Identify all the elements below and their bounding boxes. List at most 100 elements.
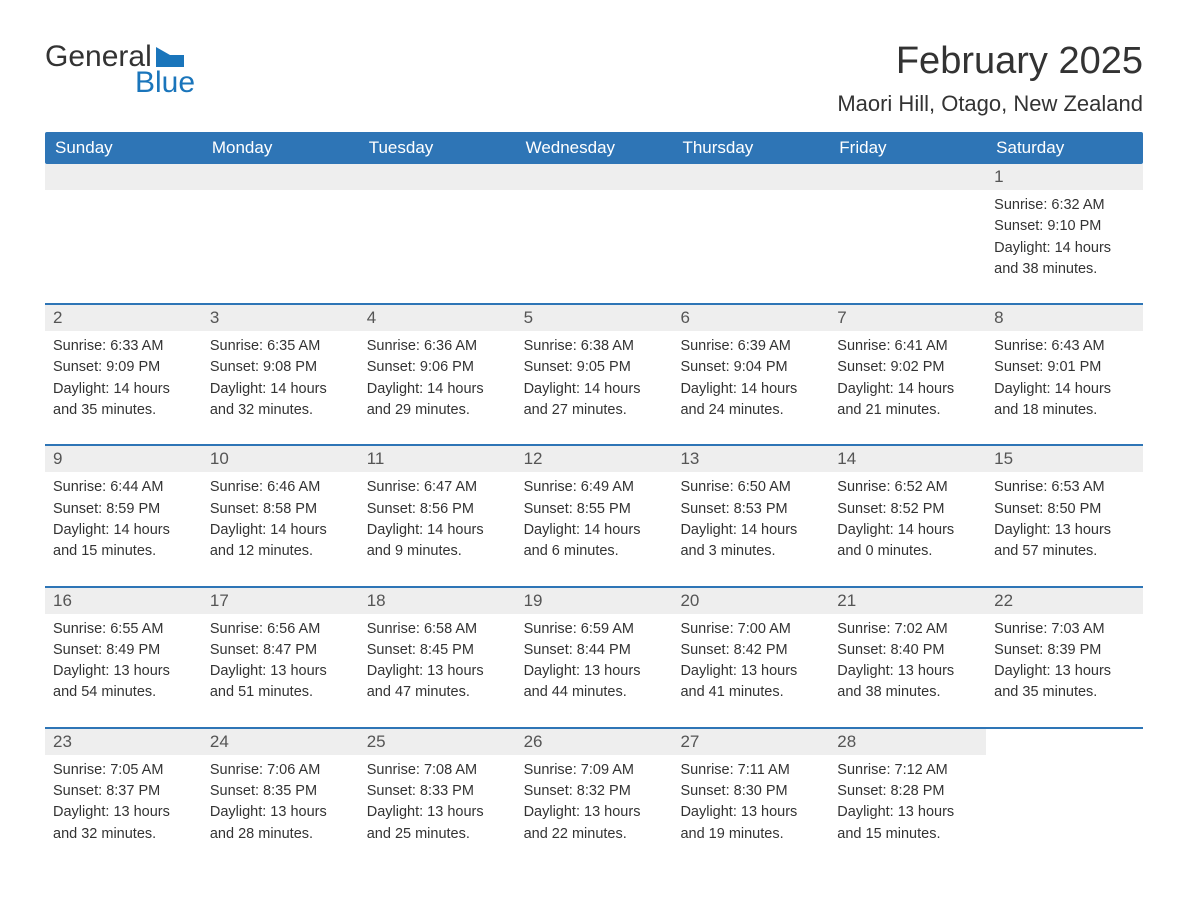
daylight-text-2: and 6 minutes. <box>524 541 665 561</box>
sunrise-text: Sunrise: 6:47 AM <box>367 477 508 497</box>
day-cell <box>829 164 986 285</box>
day-header-tuesday: Tuesday <box>359 132 516 164</box>
sunrise-text: Sunrise: 6:59 AM <box>524 619 665 639</box>
sunset-text: Sunset: 9:06 PM <box>367 357 508 377</box>
sunrise-text: Sunrise: 6:41 AM <box>837 336 978 356</box>
sunrise-text: Sunrise: 7:08 AM <box>367 760 508 780</box>
daylight-text-2: and 57 minutes. <box>994 541 1135 561</box>
daylight-text-1: Daylight: 13 hours <box>837 802 978 822</box>
daylight-text-1: Daylight: 14 hours <box>53 520 194 540</box>
day-cell: 7Sunrise: 6:41 AMSunset: 9:02 PMDaylight… <box>829 305 986 426</box>
daylight-text-2: and 44 minutes. <box>524 682 665 702</box>
sunrise-text: Sunrise: 6:46 AM <box>210 477 351 497</box>
daylight-text-1: Daylight: 13 hours <box>994 520 1135 540</box>
day-cell: 9Sunrise: 6:44 AMSunset: 8:59 PMDaylight… <box>45 446 202 567</box>
day-number: 1 <box>986 164 1143 190</box>
day-number: 25 <box>359 729 516 755</box>
daylight-text-1: Daylight: 14 hours <box>524 520 665 540</box>
sunrise-text: Sunrise: 6:43 AM <box>994 336 1135 356</box>
day-number: 20 <box>672 588 829 614</box>
day-content: Sunrise: 6:44 AMSunset: 8:59 PMDaylight:… <box>45 472 202 567</box>
month-title: February 2025 <box>837 40 1143 83</box>
daylight-text-1: Daylight: 13 hours <box>210 802 351 822</box>
logo: General Blue <box>45 40 195 100</box>
daylight-text-2: and 19 minutes. <box>680 824 821 844</box>
day-cell: 3Sunrise: 6:35 AMSunset: 9:08 PMDaylight… <box>202 305 359 426</box>
sunrise-text: Sunrise: 6:38 AM <box>524 336 665 356</box>
sunrise-text: Sunrise: 6:49 AM <box>524 477 665 497</box>
day-content: Sunrise: 6:36 AMSunset: 9:06 PMDaylight:… <box>359 331 516 426</box>
day-cell: 5Sunrise: 6:38 AMSunset: 9:05 PMDaylight… <box>516 305 673 426</box>
day-content: Sunrise: 7:00 AMSunset: 8:42 PMDaylight:… <box>672 614 829 709</box>
day-number: 23 <box>45 729 202 755</box>
day-number: 19 <box>516 588 673 614</box>
daylight-text-1: Daylight: 13 hours <box>367 802 508 822</box>
day-cell <box>45 164 202 285</box>
flag-icon <box>156 47 184 67</box>
day-number: 12 <box>516 446 673 472</box>
sunset-text: Sunset: 8:49 PM <box>53 640 194 660</box>
day-number: 13 <box>672 446 829 472</box>
daylight-text-1: Daylight: 14 hours <box>210 520 351 540</box>
day-content: Sunrise: 6:33 AMSunset: 9:09 PMDaylight:… <box>45 331 202 426</box>
day-content: Sunrise: 6:53 AMSunset: 8:50 PMDaylight:… <box>986 472 1143 567</box>
sunrise-text: Sunrise: 6:50 AM <box>680 477 821 497</box>
calendar: SundayMondayTuesdayWednesdayThursdayFrid… <box>45 132 1143 850</box>
sunset-text: Sunset: 8:32 PM <box>524 781 665 801</box>
daylight-text-2: and 18 minutes. <box>994 400 1135 420</box>
day-cell: 10Sunrise: 6:46 AMSunset: 8:58 PMDayligh… <box>202 446 359 567</box>
day-number: 8 <box>986 305 1143 331</box>
daylight-text-1: Daylight: 14 hours <box>367 520 508 540</box>
daylight-text-2: and 21 minutes. <box>837 400 978 420</box>
sunset-text: Sunset: 8:39 PM <box>994 640 1135 660</box>
day-number: 14 <box>829 446 986 472</box>
day-cell: 18Sunrise: 6:58 AMSunset: 8:45 PMDayligh… <box>359 588 516 709</box>
sunrise-text: Sunrise: 6:58 AM <box>367 619 508 639</box>
day-cell: 12 Sunrise: 6:49 AMSunset: 8:55 PMDayligh… <box>516 446 673 567</box>
daylight-text-2: and 15 minutes. <box>53 541 194 561</box>
daylight-text-2: and 38 minutes. <box>837 682 978 702</box>
day-content: Sunrise: 7:02 AMSunset: 8:40 PMDaylight:… <box>829 614 986 709</box>
sunset-text: Sunset: 8:35 PM <box>210 781 351 801</box>
day-content: Sunrise: 6:46 AMSunset: 8:58 PMDaylight:… <box>202 472 359 567</box>
day-number: 3 <box>202 305 359 331</box>
day-number: 7 <box>829 305 986 331</box>
sunrise-text: Sunrise: 6:36 AM <box>367 336 508 356</box>
day-content: Sunrise: 6:41 AMSunset: 9:02 PMDaylight:… <box>829 331 986 426</box>
day-cell: 16Sunrise: 6:55 AMSunset: 8:49 PMDayligh… <box>45 588 202 709</box>
day-content: Sunrise: 6:47 AMSunset: 8:56 PMDaylight:… <box>359 472 516 567</box>
daylight-text-1: Daylight: 13 hours <box>680 802 821 822</box>
day-number: 24 <box>202 729 359 755</box>
day-number: 26 <box>516 729 673 755</box>
sunrise-text: Sunrise: 6:53 AM <box>994 477 1135 497</box>
day-header-thursday: Thursday <box>672 132 829 164</box>
daylight-text-1: Daylight: 13 hours <box>994 661 1135 681</box>
empty-day-number <box>516 164 673 190</box>
sunset-text: Sunset: 8:50 PM <box>994 499 1135 519</box>
sunset-text: Sunset: 8:37 PM <box>53 781 194 801</box>
day-content: Sunrise: 6:59 AMSunset: 8:44 PMDaylight:… <box>516 614 673 709</box>
empty-day-number <box>45 164 202 190</box>
daylight-text-1: Daylight: 13 hours <box>524 661 665 681</box>
daylight-text-1: Daylight: 14 hours <box>367 379 508 399</box>
day-cell: 22Sunrise: 7:03 AMSunset: 8:39 PMDayligh… <box>986 588 1143 709</box>
day-content: Sunrise: 7:09 AMSunset: 8:32 PMDaylight:… <box>516 755 673 850</box>
day-cell: 19Sunrise: 6:59 AMSunset: 8:44 PMDayligh… <box>516 588 673 709</box>
day-content: Sunrise: 6:32 AMSunset: 9:10 PMDaylight:… <box>986 190 1143 285</box>
day-number: 11 <box>359 446 516 472</box>
daylight-text-2: and 28 minutes. <box>210 824 351 844</box>
day-cell: 25Sunrise: 7:08 AMSunset: 8:33 PMDayligh… <box>359 729 516 850</box>
daylight-text-1: Daylight: 14 hours <box>680 379 821 399</box>
daylight-text-2: and 38 minutes. <box>994 259 1135 279</box>
daylight-text-2: and 35 minutes. <box>994 682 1135 702</box>
sunset-text: Sunset: 8:52 PM <box>837 499 978 519</box>
day-content: Sunrise: 7:11 AMSunset: 8:30 PMDaylight:… <box>672 755 829 850</box>
week-row: 23Sunrise: 7:05 AMSunset: 8:37 PMDayligh… <box>45 727 1143 850</box>
day-content: Sunrise: 6:38 AMSunset: 9:05 PMDaylight:… <box>516 331 673 426</box>
sunset-text: Sunset: 8:55 PM <box>524 499 665 519</box>
daylight-text-1: Daylight: 13 hours <box>837 661 978 681</box>
sunset-text: Sunset: 8:47 PM <box>210 640 351 660</box>
sunrise-text: Sunrise: 6:44 AM <box>53 477 194 497</box>
day-number: 21 <box>829 588 986 614</box>
day-cell: 20Sunrise: 7:00 AMSunset: 8:42 PMDayligh… <box>672 588 829 709</box>
